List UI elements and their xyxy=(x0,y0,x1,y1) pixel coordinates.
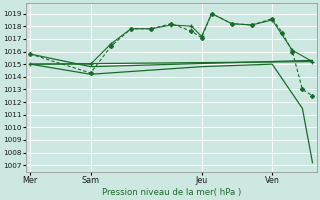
X-axis label: Pression niveau de la mer( hPa ): Pression niveau de la mer( hPa ) xyxy=(102,188,241,197)
